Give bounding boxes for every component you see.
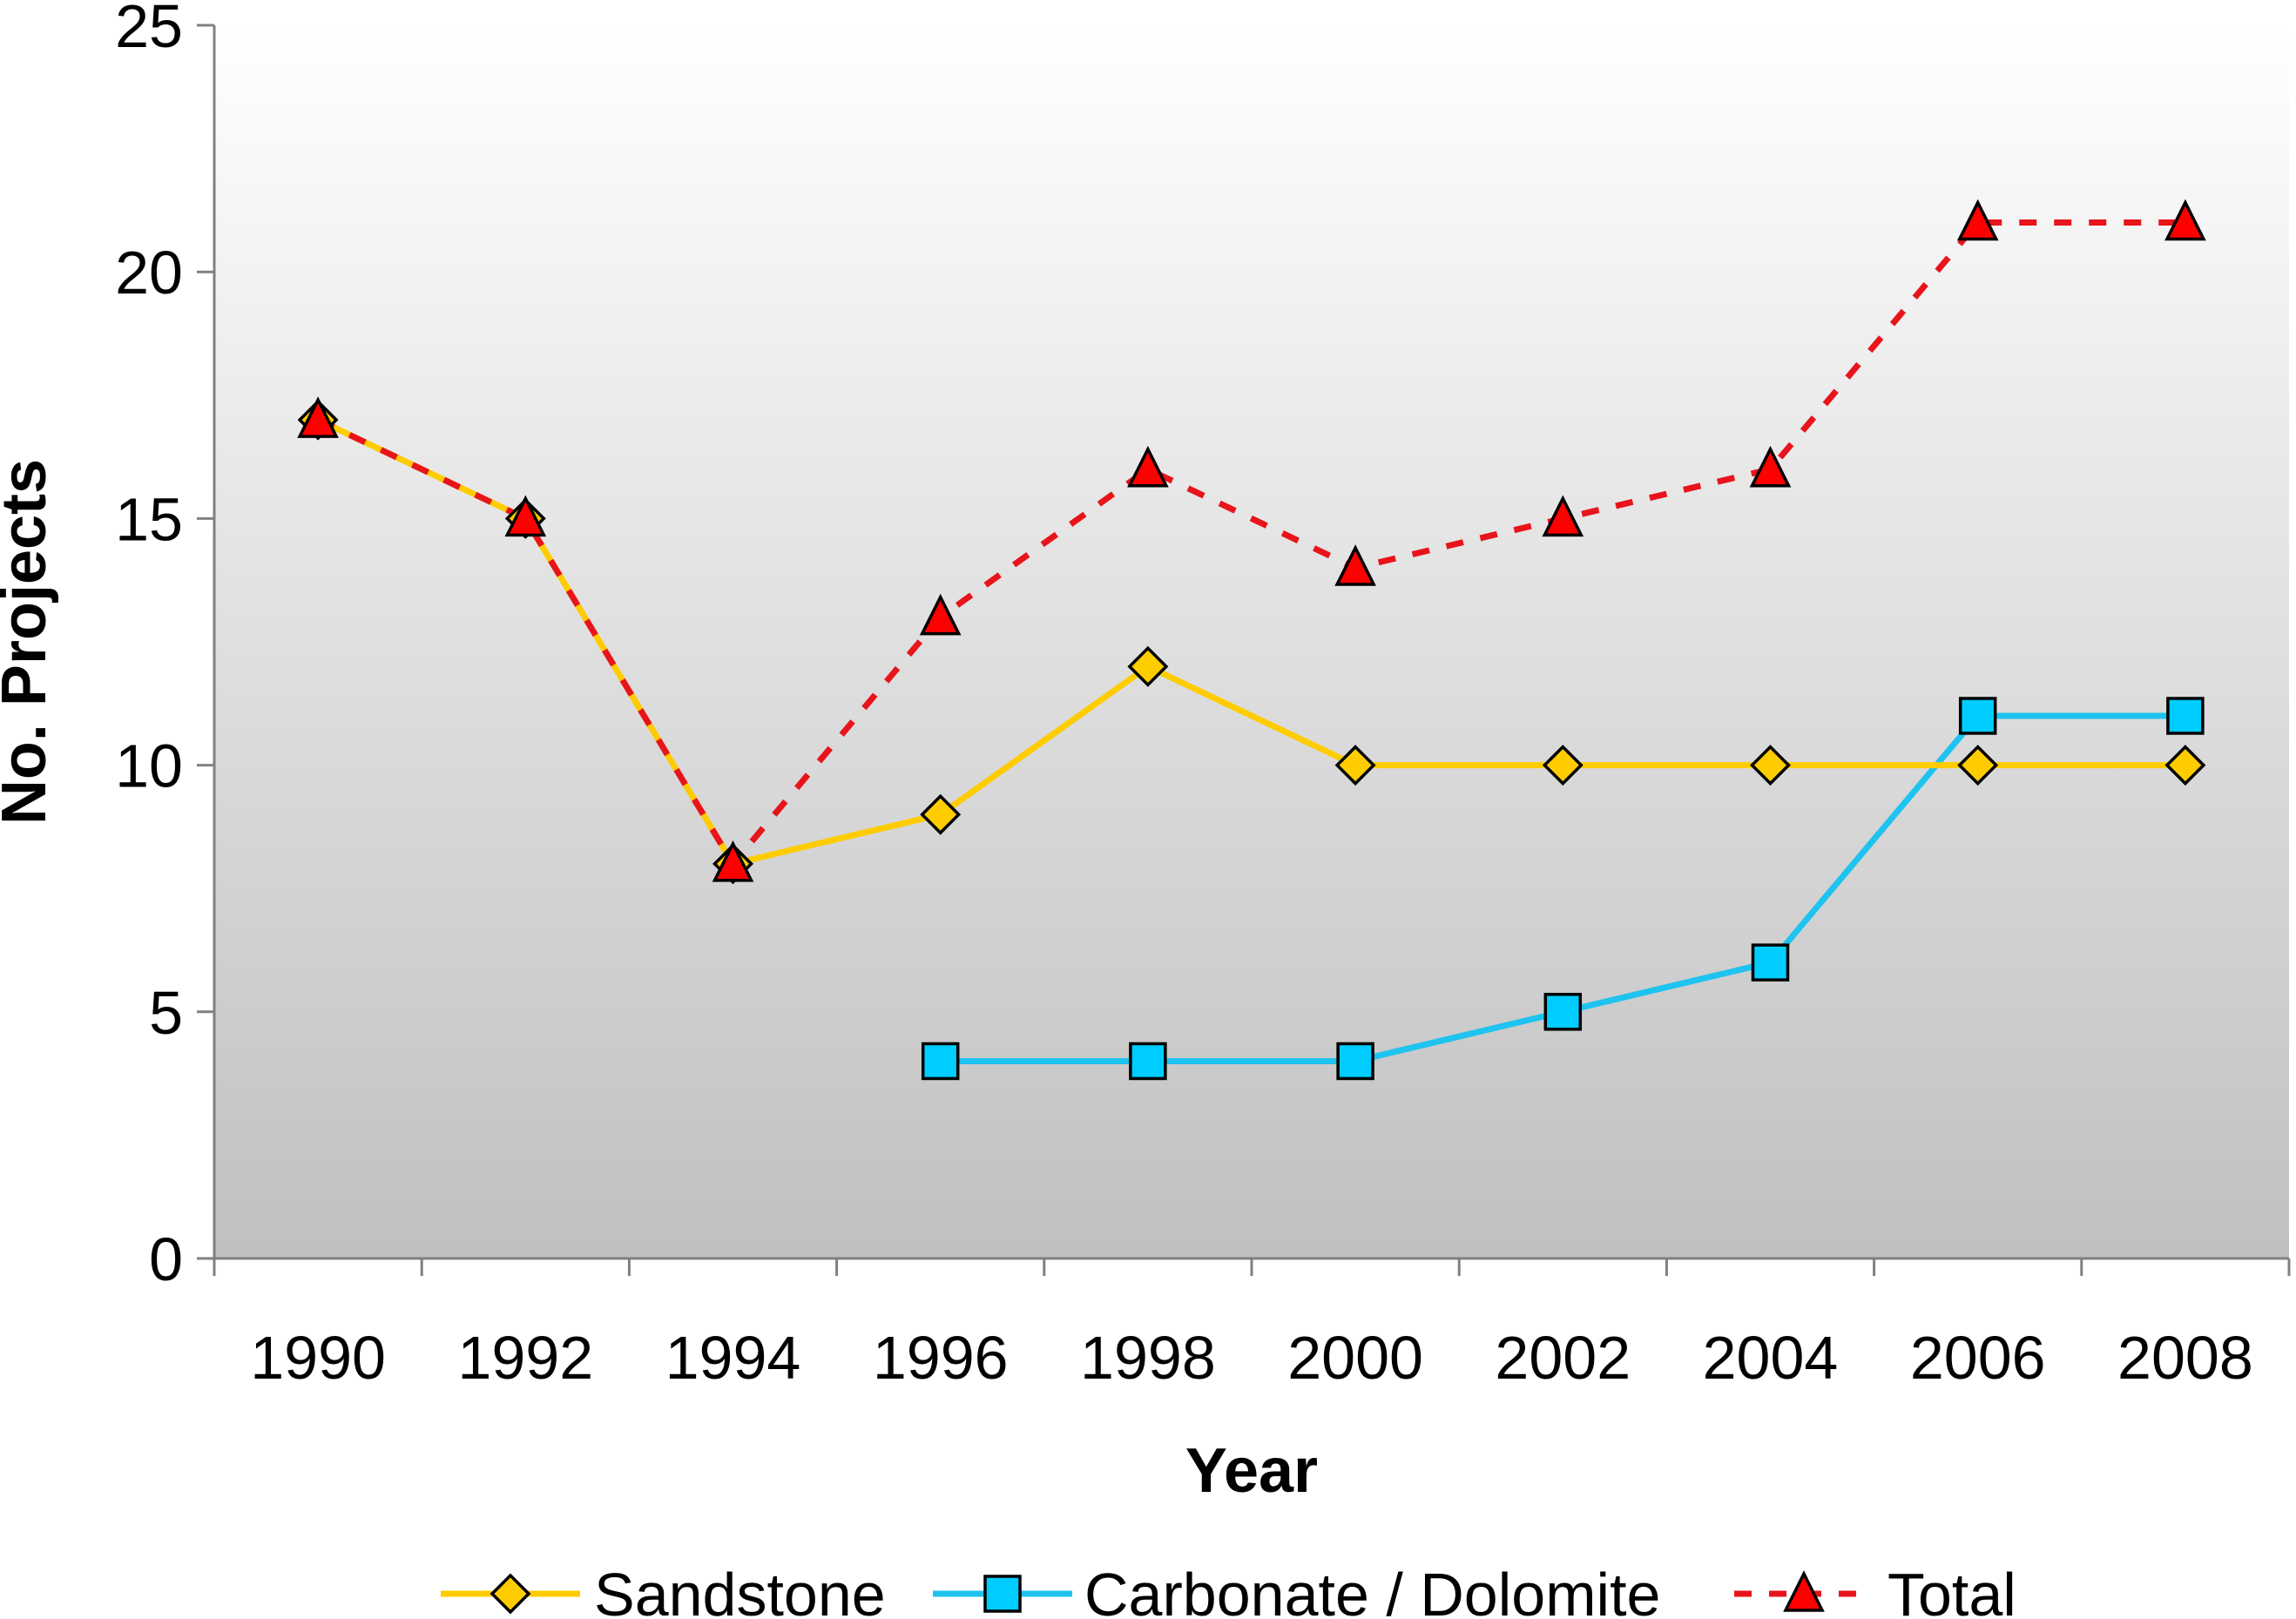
y-tick-label: 15 (115, 485, 183, 553)
x-axis-title: Year (1185, 1436, 1318, 1506)
x-tick-label: 2008 (2117, 1324, 2253, 1392)
legend-label: Sandstone (594, 1561, 886, 1619)
data-point-carbonate-dolomite (1336, 1042, 1374, 1081)
data-point-sandstone (1334, 745, 1376, 786)
x-tick-label: 1990 (250, 1324, 386, 1392)
x-tick-label: 2004 (1703, 1324, 1839, 1392)
y-tick-label: 20 (115, 239, 183, 307)
legend-marker (490, 1573, 531, 1615)
x-tick-label: 1994 (665, 1324, 801, 1392)
data-point-total (1334, 544, 1376, 586)
data-point-sandstone (920, 793, 962, 835)
x-tick-label: 2006 (1910, 1324, 2046, 1392)
x-tick-label: 2000 (1287, 1324, 1423, 1392)
legend-item-total: Total (1734, 1561, 2016, 1619)
data-point-carbonate-dolomite (2166, 697, 2205, 735)
legend-item-sandstone: Sandstone (441, 1561, 886, 1619)
legend-marker (1783, 1570, 1825, 1612)
data-point-sandstone (1957, 745, 1999, 786)
series-line-total (316, 219, 2185, 867)
data-point-carbonate-dolomite (1751, 943, 1790, 982)
data-point-sandstone (1542, 745, 1584, 786)
data-point-carbonate-dolomite (921, 1042, 960, 1081)
x-tick-label: 1992 (457, 1324, 593, 1392)
data-point-total (297, 396, 339, 438)
legend-item-carbonate-dolomite: Carbonate / Dolomite (933, 1561, 1660, 1619)
legend-marker (983, 1575, 1022, 1613)
series-total (316, 219, 2185, 867)
data-point-total (1542, 495, 1584, 537)
data-point-total (712, 840, 754, 882)
data-point-sandstone (1127, 645, 1169, 687)
x-tick-label: 1996 (873, 1324, 1009, 1392)
legend-label: Carbonate / Dolomite (1084, 1561, 1660, 1619)
plot-area (214, 25, 2289, 1258)
data-point-carbonate-dolomite (1129, 1042, 1167, 1081)
x-tick-label: 2002 (1495, 1324, 1631, 1392)
data-point-total (2164, 199, 2206, 241)
y-tick-label: 0 (149, 1225, 183, 1293)
y-tick-label: 10 (115, 732, 183, 800)
markers-total (297, 199, 2206, 882)
y-tick-label: 5 (149, 979, 183, 1047)
x-tick-label: 1998 (1080, 1324, 1216, 1392)
data-point-total (1956, 199, 1999, 241)
data-point-carbonate-dolomite (1958, 697, 1997, 735)
axes-layer: 0 5 10 15 20 25 1990 1992 1994 1996 1998 2000 2002 20… (115, 0, 2291, 1392)
legend-label: Total (1887, 1561, 2016, 1619)
data-point-carbonate-dolomite (1543, 993, 1583, 1031)
data-point-sandstone (1750, 745, 1791, 786)
data-point-total (504, 495, 547, 537)
data-point-total (1749, 445, 1792, 488)
markers-carbonate-dolomite (921, 697, 2205, 1081)
y-tick-label: 25 (115, 0, 183, 60)
y-axis-title: No. Projects (0, 459, 59, 825)
legend: Sandstone Carbonate / Dolomite Total (441, 1561, 2016, 1619)
series-layer (297, 199, 2206, 1081)
data-point-total (1127, 445, 1169, 488)
data-point-sandstone (2164, 745, 2206, 786)
data-point-total (919, 593, 962, 636)
